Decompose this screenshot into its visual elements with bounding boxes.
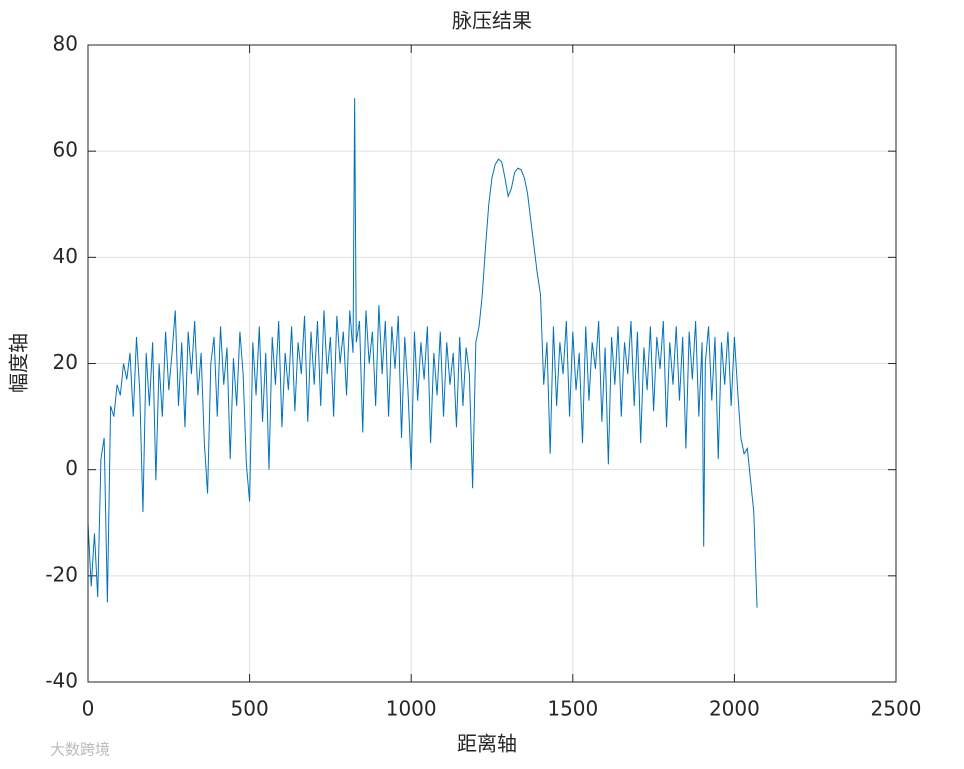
x-tick-label: 1000 [386,697,437,721]
x-tick-label: 500 [231,697,269,721]
x-tick-label: 2000 [709,697,760,721]
x-tick-label: 0 [82,697,95,721]
y-tick-label: 0 [65,456,78,480]
x-tick-label: 1500 [547,697,598,721]
y-axis-label: 幅度轴 [7,333,31,393]
x-tick-label: 2500 [871,697,922,721]
chart-title: 脉压结果 [452,9,532,33]
axes-box [87,44,897,683]
x-axis-label: 距离轴 [457,732,517,756]
y-tick-label: 40 [53,244,78,268]
y-tick-label: -20 [45,562,78,586]
watermark: 大数跨境 [50,741,110,759]
y-tick-label: 20 [53,350,78,374]
y-tick-label: -40 [45,669,78,693]
y-tick-label: 60 [53,138,78,162]
y-tick-label: 80 [53,32,78,56]
data-line [87,98,758,608]
